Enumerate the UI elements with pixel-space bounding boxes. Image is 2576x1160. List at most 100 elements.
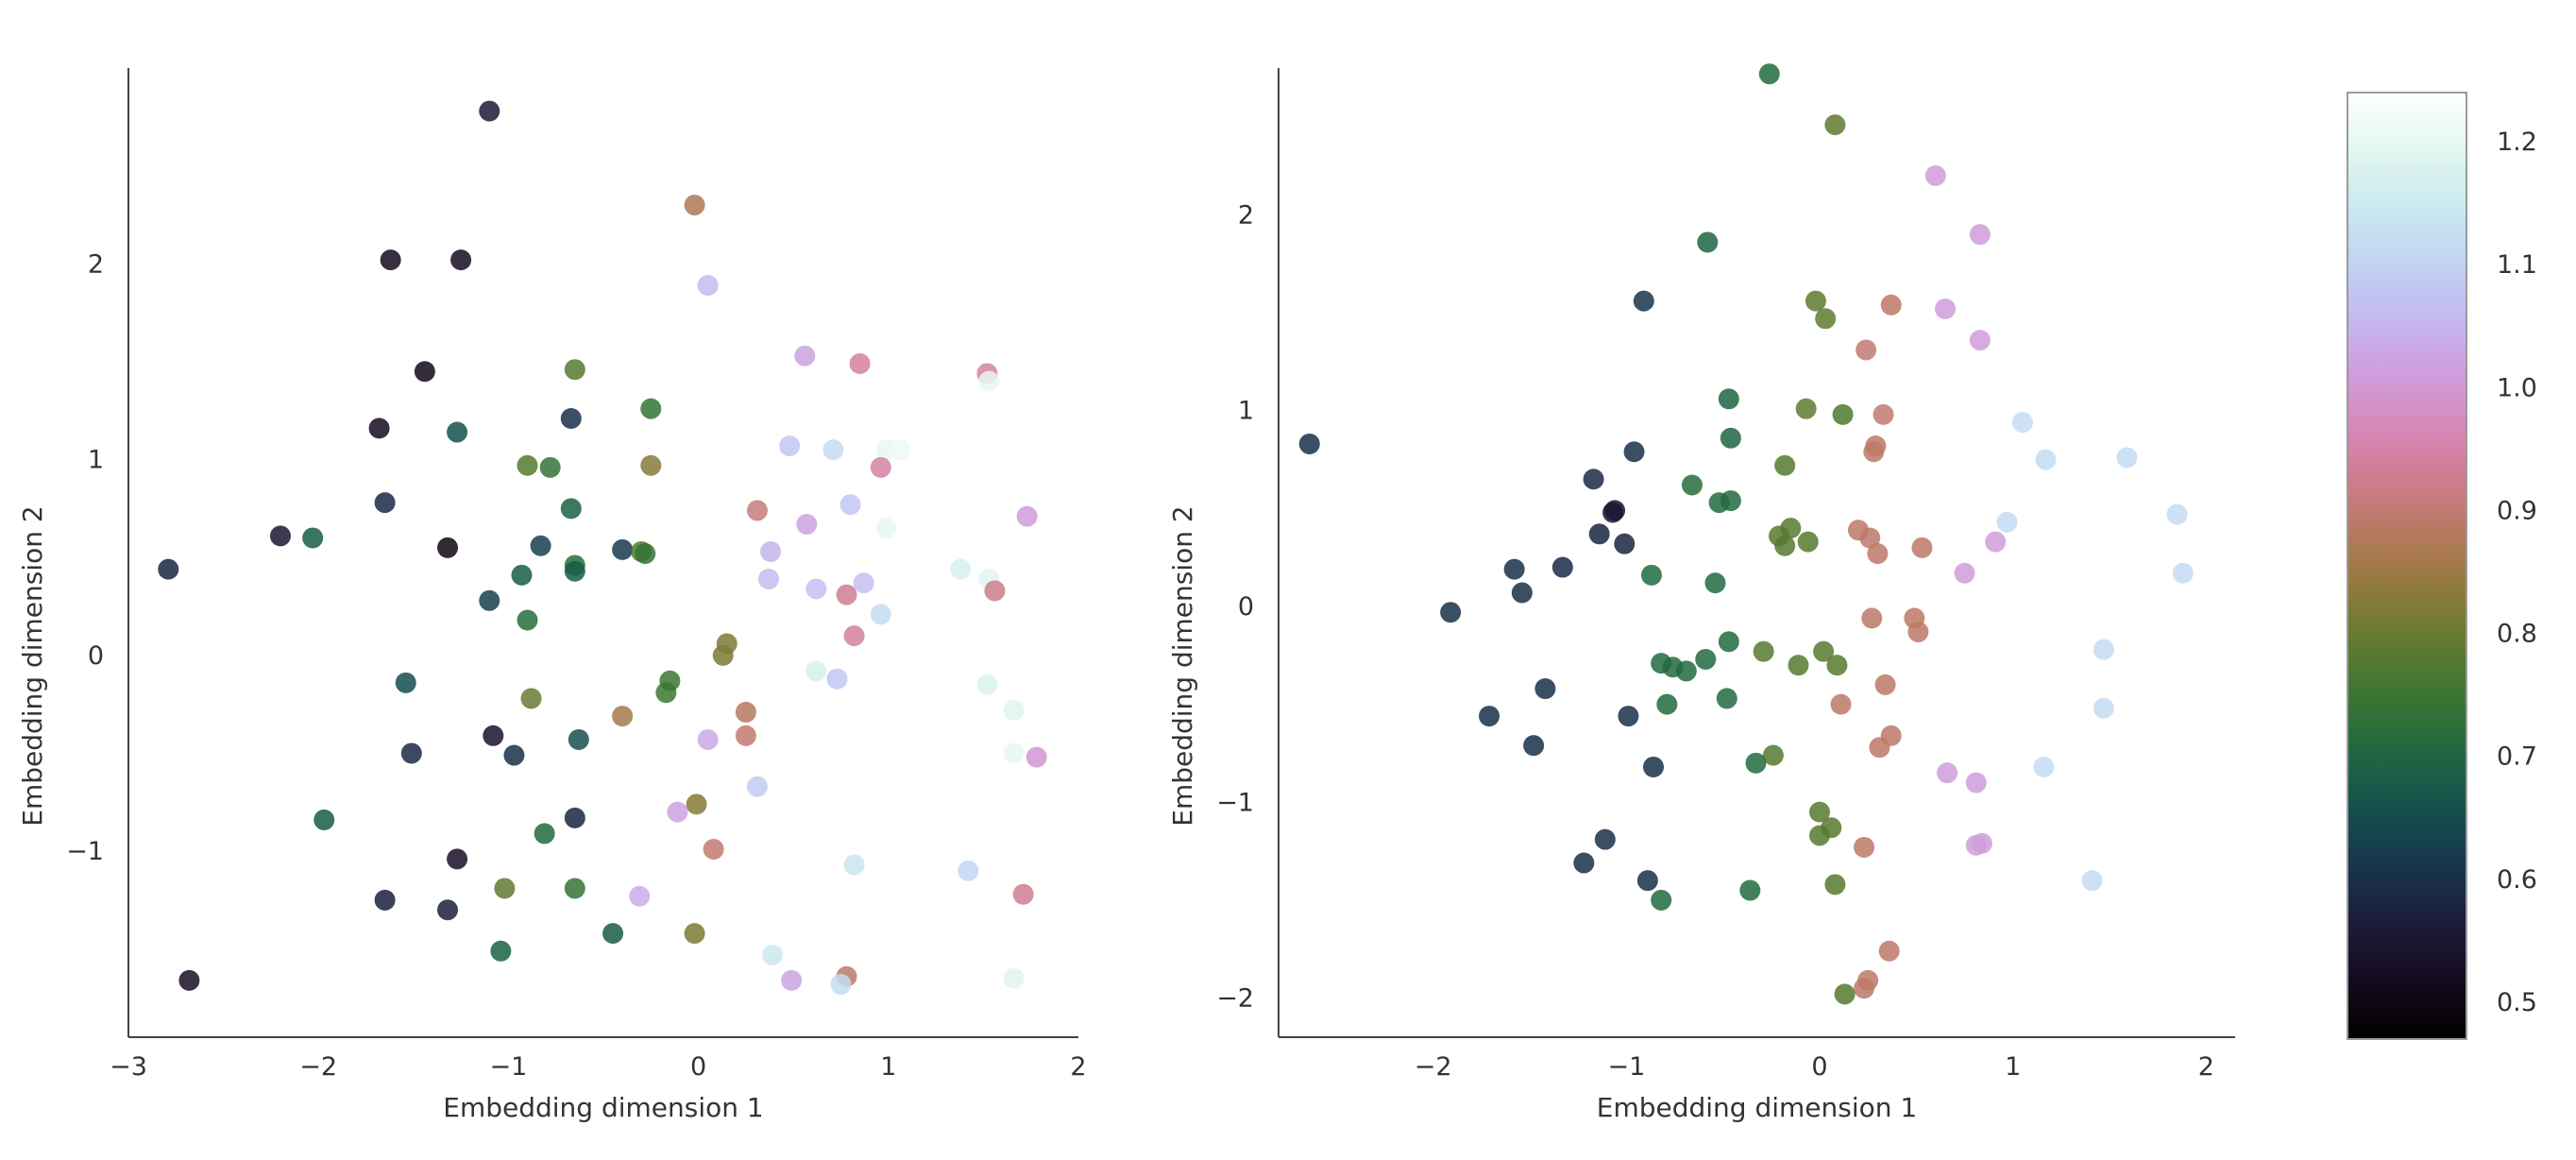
scatter-point: [1623, 441, 1645, 463]
colorbar-tick-label: 0.6: [2497, 865, 2537, 895]
scatter-point: [314, 809, 335, 830]
scatter-point: [490, 940, 512, 962]
y-tick-label: −1: [66, 837, 104, 866]
scatter-point: [781, 969, 803, 991]
scatter-point: [830, 974, 852, 996]
scatter-point: [1834, 983, 1856, 1005]
scatter-point: [380, 249, 401, 271]
scatter-point: [1758, 63, 1780, 85]
x-tick-label: 0: [1811, 1052, 1827, 1082]
scatter-point: [1824, 874, 1846, 896]
y-tick-label: 0: [88, 641, 104, 671]
scatter-point: [414, 361, 435, 383]
scatter-point: [269, 525, 291, 547]
scatter-point: [560, 408, 582, 430]
scatter-point: [437, 537, 459, 558]
y-tick-label: 1: [88, 446, 104, 475]
scatter-point: [1718, 631, 1739, 653]
scatter-point: [302, 527, 324, 549]
scatter-point: [1880, 294, 1902, 316]
scatter-point: [1809, 825, 1831, 846]
scatter-point: [1815, 308, 1837, 330]
scatter-point: [2093, 697, 2114, 719]
scatter-point: [1985, 531, 2007, 553]
scatter-point: [1440, 602, 1462, 623]
scatter-point: [655, 682, 677, 704]
scatter-point: [1869, 737, 1890, 759]
scatter-point: [1854, 836, 1875, 858]
scatter-point: [697, 728, 719, 750]
scatter-point: [1651, 889, 1672, 911]
x-tick-label: 1: [2005, 1052, 2021, 1082]
scatter-point: [1025, 746, 1047, 768]
scatter-point: [1588, 523, 1610, 545]
scatter-point: [629, 885, 651, 907]
scatter-point: [447, 421, 468, 443]
scatter-point: [735, 725, 756, 746]
scatter-point: [1704, 572, 1726, 594]
scatter-point: [1523, 735, 1545, 757]
scatter-point: [1594, 828, 1616, 850]
scatter-point: [779, 435, 801, 457]
scatter-point: [1633, 290, 1654, 312]
scatter-point: [794, 345, 816, 367]
y-axis-label: Embedding dimension 2: [1167, 505, 1198, 826]
scatter-point: [1907, 621, 1929, 642]
scatter-point: [1856, 339, 1877, 361]
scatter-point: [1697, 231, 1719, 253]
scatter-point: [1826, 655, 1848, 676]
scatter-point: [1863, 441, 1885, 463]
scatter-point: [1762, 744, 1784, 766]
scatter-point: [1809, 801, 1831, 823]
scatter-point: [447, 848, 468, 870]
scatter-point: [1861, 607, 1883, 629]
colorbar-tick-label: 1.2: [2497, 128, 2537, 157]
scatter-point: [1797, 531, 1819, 553]
scatter-point: [667, 801, 688, 823]
y-tick-label: 2: [1238, 200, 1254, 230]
scatter-point: [984, 580, 1006, 602]
scatter-point: [1954, 562, 1975, 584]
x-tick-label: −1: [1607, 1052, 1645, 1082]
scatter-point: [520, 688, 542, 709]
scatter-point: [530, 535, 551, 556]
y-tick-label: −2: [1216, 984, 1254, 1014]
x-tick-label: 1: [880, 1052, 896, 1082]
scatter-point: [564, 878, 585, 899]
scatter-point: [746, 776, 768, 797]
scatter-point: [805, 578, 827, 600]
scatter-point: [395, 672, 416, 693]
right-scatter-panel: −2 −1 0 1 2 −2 −1 0 1 2 Embedding dimension 1 Embed…: [1167, 63, 2235, 1123]
scatter-point: [1720, 427, 1741, 449]
colorbar: 0.5 0.6 0.7 0.8 0.9 1.0 1.1 1.2: [2347, 92, 2537, 1040]
scatter-point: [1739, 879, 1761, 901]
scatter-point: [635, 543, 656, 565]
scatter-point: [1618, 706, 1639, 727]
scatter-point: [1656, 693, 1678, 715]
scatter-point: [746, 500, 768, 521]
scatter-point: [758, 568, 780, 589]
scatter-point: [1534, 678, 1556, 700]
scatter-point: [602, 923, 624, 945]
scatter-point: [564, 359, 585, 381]
scatter-point: [762, 944, 784, 965]
scatter-point: [1003, 699, 1025, 721]
scatter-point: [889, 439, 910, 461]
x-tick-label: 2: [1070, 1052, 1086, 1082]
x-tick-label: −2: [299, 1052, 337, 1082]
scatter-point: [1708, 492, 1730, 514]
scatter-point: [822, 439, 844, 461]
scatter-point: [1937, 762, 1958, 784]
scatter-point: [1788, 655, 1809, 676]
scatter-point: [712, 644, 734, 666]
scatter-point: [494, 878, 516, 899]
scatter-point: [1681, 474, 1703, 496]
scatter-point: [1911, 537, 1933, 558]
scatter-point: [1774, 535, 1796, 556]
scatter-point: [703, 839, 724, 861]
y-tick-label: −1: [1216, 788, 1254, 817]
scatter-point: [2011, 412, 2033, 434]
scatter-point: [950, 558, 972, 580]
scatter-point: [1924, 165, 1946, 186]
